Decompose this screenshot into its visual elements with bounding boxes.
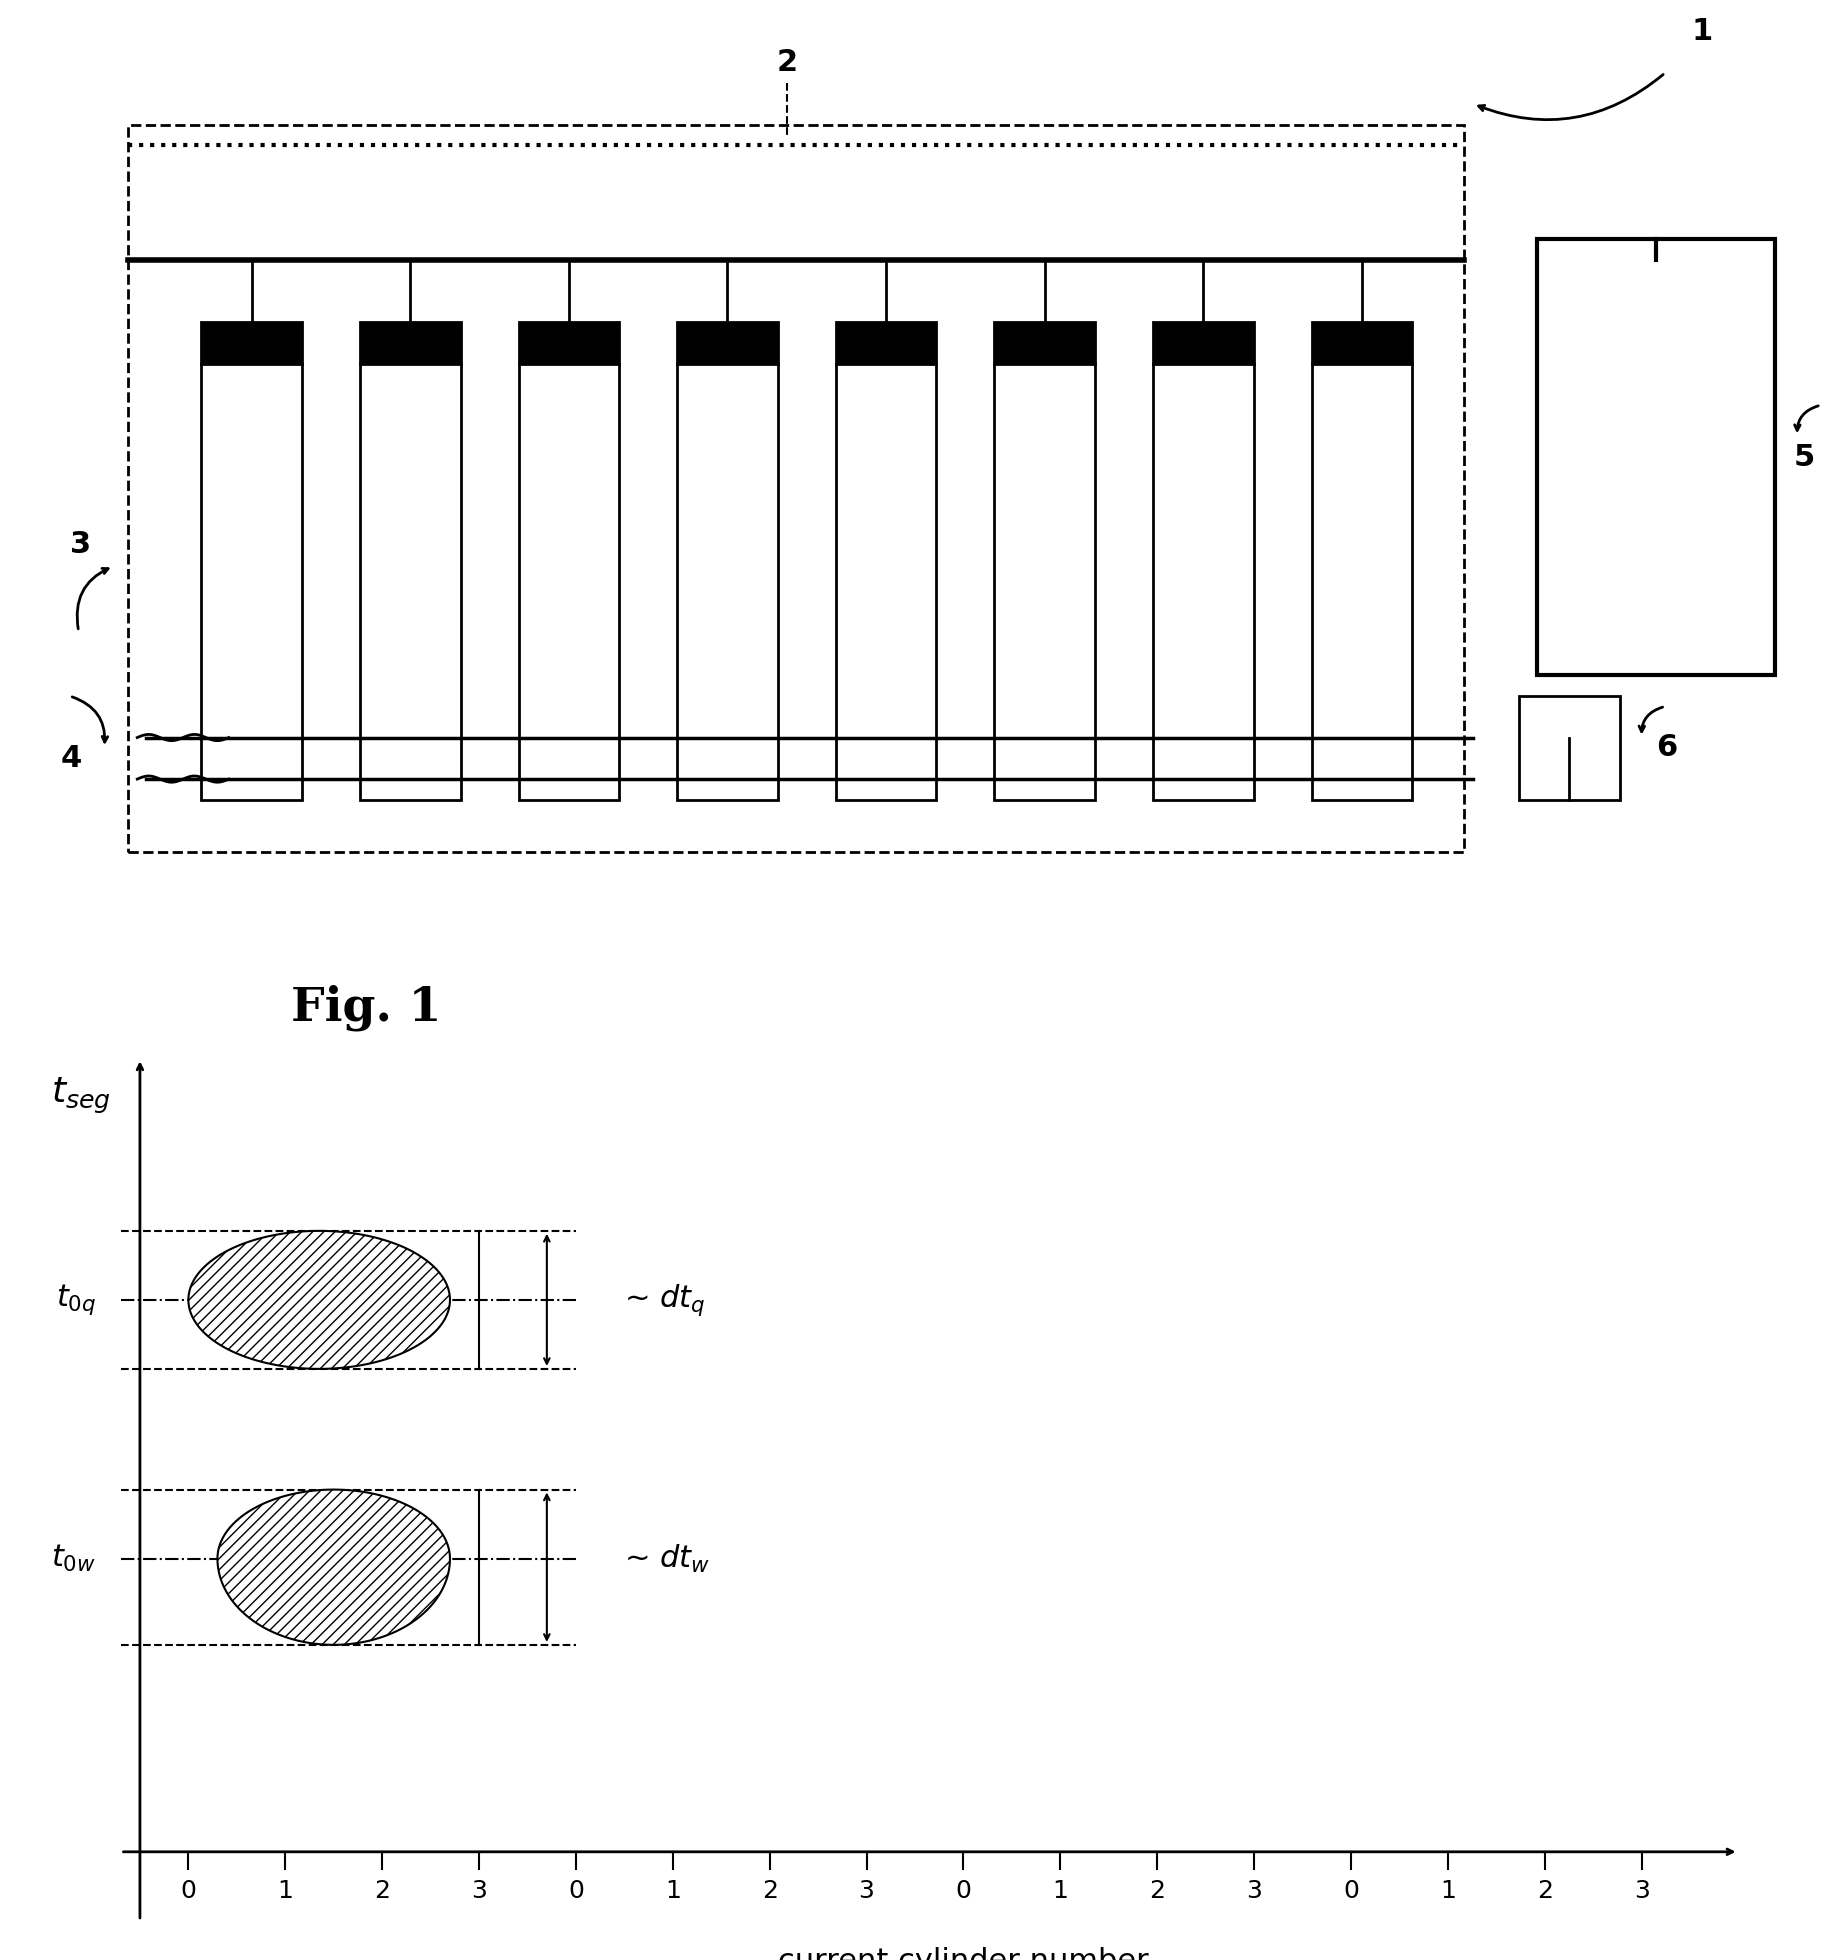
Bar [1519, 696, 1620, 800]
Text: 2: 2 [1149, 1878, 1166, 1903]
Bar [1153, 321, 1254, 365]
Bar [201, 365, 302, 800]
Text: $t_{seg}$: $t_{seg}$ [51, 1076, 112, 1115]
Text: 1: 1 [1440, 1878, 1457, 1903]
Text: 1: 1 [1052, 1878, 1069, 1903]
Text: $t_{0q}$: $t_{0q}$ [57, 1282, 97, 1317]
Text: 2: 2 [761, 1878, 778, 1903]
Text: 3: 3 [1246, 1878, 1263, 1903]
Text: 2: 2 [776, 47, 798, 76]
Bar [1312, 321, 1413, 365]
Text: 3: 3 [1634, 1878, 1649, 1903]
Text: 6: 6 [1656, 733, 1678, 762]
Bar [128, 125, 1464, 853]
Text: ~ $dt_w$: ~ $dt_w$ [624, 1543, 710, 1574]
Text: 2: 2 [1537, 1878, 1552, 1903]
Bar [518, 321, 619, 365]
Bar [836, 321, 937, 365]
Bar [677, 321, 778, 365]
Text: 0: 0 [955, 1878, 972, 1903]
Bar [201, 321, 302, 365]
Polygon shape [188, 1231, 450, 1368]
Text: 3: 3 [470, 1878, 487, 1903]
Bar [1537, 239, 1775, 674]
Text: 0: 0 [181, 1878, 196, 1903]
Bar [836, 365, 937, 800]
Text: Fig. 1: Fig. 1 [291, 984, 441, 1031]
Bar [1153, 365, 1254, 800]
Text: ~ $dt_q$: ~ $dt_q$ [624, 1282, 706, 1317]
Text: 1: 1 [1691, 18, 1713, 45]
Text: 5: 5 [1793, 443, 1815, 472]
Text: current cylinder number: current cylinder number [778, 1946, 1149, 1960]
Text: 0: 0 [567, 1878, 584, 1903]
Bar [994, 365, 1094, 800]
Text: 0: 0 [1343, 1878, 1360, 1903]
Text: $t_{0w}$: $t_{0w}$ [51, 1543, 97, 1574]
Bar [361, 321, 461, 365]
Text: 1: 1 [664, 1878, 681, 1903]
Text: 3: 3 [70, 529, 92, 559]
Bar [1312, 365, 1413, 800]
Text: 1: 1 [278, 1878, 293, 1903]
Bar [677, 365, 778, 800]
Text: 3: 3 [858, 1878, 875, 1903]
Text: 2: 2 [373, 1878, 390, 1903]
Bar [361, 365, 461, 800]
Bar [994, 321, 1094, 365]
Text: 4: 4 [60, 745, 82, 772]
Polygon shape [218, 1490, 450, 1644]
Bar [518, 365, 619, 800]
